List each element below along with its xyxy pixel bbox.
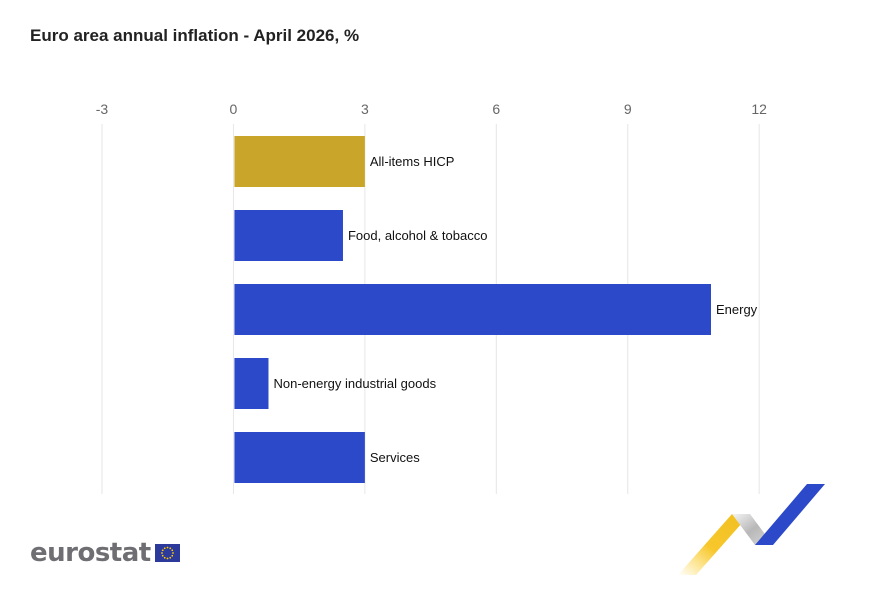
x-tick-label: 12 (751, 101, 767, 117)
bar[interactable] (234, 358, 269, 409)
x-tick-label: 9 (624, 101, 632, 117)
decorative-swoosh-icon (678, 484, 825, 575)
bar-category-label: All-items HICP (370, 154, 455, 169)
x-tick-label: 6 (492, 101, 500, 117)
bar[interactable] (234, 136, 365, 187)
bar-labels: All-items HICP Food, alcohol & tobacco Ene… (273, 154, 757, 465)
eurostat-logo: eurostat (30, 538, 180, 568)
bar[interactable] (234, 432, 365, 483)
bar-category-label: Services (370, 450, 420, 465)
x-tick-label: 0 (230, 101, 238, 117)
eurostat-wordmark: eurostat (30, 538, 151, 568)
x-tick-label: -3 (96, 101, 109, 117)
eu-flag-icon (154, 544, 180, 562)
bars (234, 136, 711, 483)
bar[interactable] (234, 210, 343, 261)
bar-category-label: Non-energy industrial goods (273, 376, 436, 391)
x-tick-label: 3 (361, 101, 369, 117)
chart-title: Euro area annual inflation - April 2026,… (30, 26, 360, 45)
bar-category-label: Energy (716, 302, 758, 317)
bar-category-label: Food, alcohol & tobacco (348, 228, 487, 243)
bar[interactable] (234, 284, 711, 335)
x-axis-ticks: -3 0 3 6 9 12 (96, 101, 767, 117)
